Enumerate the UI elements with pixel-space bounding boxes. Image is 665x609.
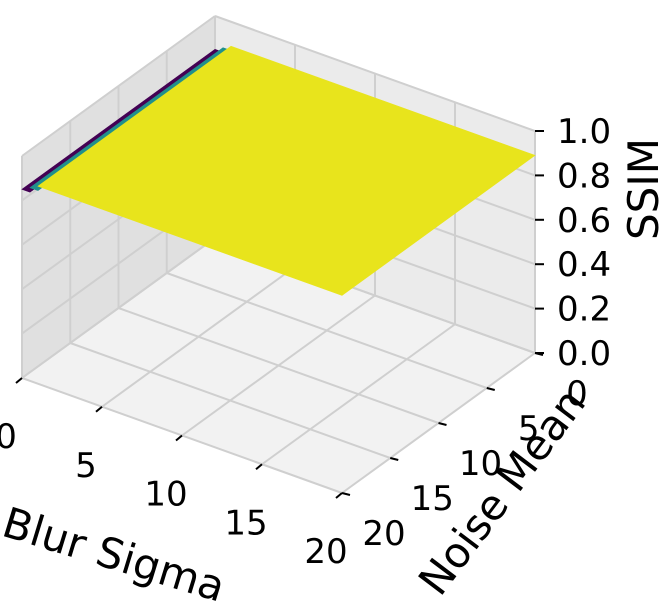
x-tick-label-2: 10 xyxy=(144,475,187,515)
y-tick-mark-1 xyxy=(486,387,495,391)
x-tick-mark-3 xyxy=(255,463,263,471)
y-tick-label-0: 0 xyxy=(566,374,588,414)
y-tick-mark-4 xyxy=(341,492,351,496)
z-axis-label: SSIM xyxy=(619,138,665,240)
floor-gridline-y-1 xyxy=(166,272,488,389)
y-tick-label-1: 5 xyxy=(518,409,540,449)
surface-band-2 xyxy=(37,45,536,296)
floor-gridline-y-3 xyxy=(69,342,391,459)
floor-gridline-y-2 xyxy=(118,307,439,424)
y-tick-mark-2 xyxy=(438,422,447,426)
x-tick-mark-1 xyxy=(95,405,103,413)
z-tick-label-2: 0.4 xyxy=(557,245,611,285)
x-tick-mark-0 xyxy=(15,377,23,384)
x-tick-label-4: 20 xyxy=(304,532,347,572)
z-tick-label-4: 0.8 xyxy=(557,156,611,196)
z-tick-label-3: 0.6 xyxy=(557,201,611,241)
y-tick-label-3: 15 xyxy=(411,479,454,519)
y-tick-mark-3 xyxy=(390,457,399,461)
x-tick-label-3: 15 xyxy=(224,503,267,543)
z-tick-label-5: 1.0 xyxy=(557,112,611,152)
y-tick-label-2: 10 xyxy=(459,444,502,484)
y-tick-label-4: 20 xyxy=(362,514,405,554)
side-gridline-z-0 xyxy=(21,237,216,379)
surface-plot xyxy=(21,45,536,296)
x-axis-label: Blur Sigma xyxy=(0,498,231,609)
x-tick-label-1: 5 xyxy=(75,446,97,486)
x-tick-mark-4 xyxy=(335,492,343,499)
back-gridline-z-5 xyxy=(214,15,536,132)
x-tick-mark-2 xyxy=(175,434,183,442)
z-tick-label-0: 0.0 xyxy=(557,334,611,374)
x-tick-label-0: 0 xyxy=(0,417,17,457)
z-tick-label-1: 0.2 xyxy=(557,290,611,330)
side-gridline-z-5 xyxy=(21,15,216,157)
